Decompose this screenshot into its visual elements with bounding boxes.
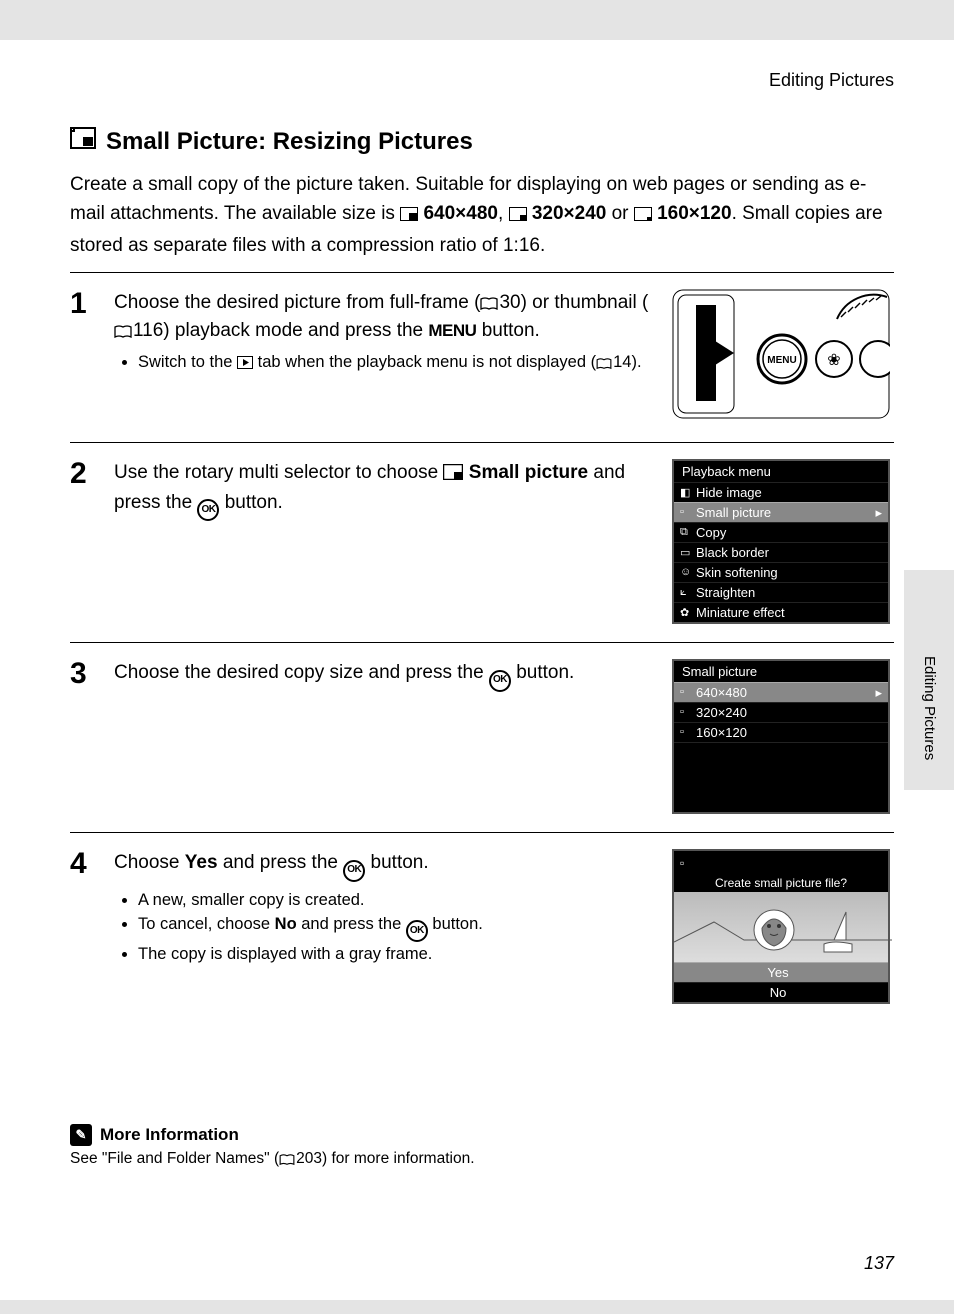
dialog-no: No bbox=[674, 982, 888, 1002]
size-icon-160 bbox=[634, 201, 652, 230]
menu-item: ▭Black border bbox=[674, 542, 888, 562]
step-number: 1 bbox=[70, 289, 98, 424]
size-option: ▫320×240 bbox=[674, 702, 888, 722]
menu-button-text: MENU bbox=[428, 321, 476, 340]
playback-menu-screen: Playback menu ◧Hide image ▫Small picture… bbox=[672, 459, 894, 624]
page: Editing Pictures Small Picture: Resizing… bbox=[0, 40, 954, 1300]
ok-button-icon: OK bbox=[406, 920, 428, 942]
side-tab-label: Editing Pictures bbox=[921, 656, 938, 760]
intro-paragraph: Create a small copy of the picture taken… bbox=[70, 170, 894, 260]
size-option-selected: ▫640×480▸ bbox=[674, 682, 888, 702]
book-icon bbox=[279, 1154, 296, 1166]
book-icon bbox=[596, 358, 613, 370]
step-4: 4 Choose Yes and press the OK button. A … bbox=[70, 843, 894, 1014]
svg-text:❀: ❀ bbox=[827, 352, 840, 369]
ok-button-icon: OK bbox=[343, 860, 365, 882]
step-2-text: Use the rotary multi selector to choose … bbox=[114, 459, 656, 521]
menu-item: ⟀Straighten bbox=[674, 582, 888, 602]
book-icon bbox=[480, 297, 499, 311]
small-picture-icon bbox=[443, 461, 463, 489]
size-menu-screen: Small picture ▫640×480▸ ▫320×240 ▫160×12… bbox=[672, 659, 894, 814]
menu-item: ⧉Copy bbox=[674, 522, 888, 542]
more-info-body: See "File and Folder Names" (203) for mo… bbox=[70, 1150, 894, 1168]
step-3: 3 Choose the desired copy size and press… bbox=[70, 653, 894, 824]
menu-item: ✿Miniature effect bbox=[674, 602, 888, 622]
step-4-bullet: A new, smaller copy is created. bbox=[138, 888, 656, 913]
small-picture-icon bbox=[70, 127, 96, 156]
svg-text:MENU: MENU bbox=[767, 355, 796, 366]
more-info-heading: More Information bbox=[100, 1125, 239, 1145]
book-icon bbox=[114, 325, 133, 339]
small-picture-icon: ▫ bbox=[680, 856, 684, 870]
step-number: 4 bbox=[70, 849, 98, 1004]
confirm-dialog-screen: ▫ Create small picture file? Yes No bbox=[672, 849, 894, 1004]
info-icon: ✎ bbox=[70, 1124, 92, 1146]
divider bbox=[70, 642, 894, 643]
screen-title: Small picture bbox=[674, 661, 888, 682]
more-information: ✎ More Information See "File and Folder … bbox=[70, 1124, 894, 1168]
step-4-bullet: To cancel, choose No and press the OK bu… bbox=[138, 912, 656, 942]
size-icon-640 bbox=[400, 201, 418, 230]
page-title: Small Picture: Resizing Pictures bbox=[70, 127, 894, 156]
step-4-text: Choose Yes and press the OK button. bbox=[114, 849, 656, 881]
sample-image-illustration bbox=[674, 892, 892, 962]
divider bbox=[70, 832, 894, 833]
divider bbox=[70, 272, 894, 273]
play-tab-icon bbox=[237, 352, 253, 377]
ok-button-icon: OK bbox=[197, 499, 219, 521]
size-icon-320 bbox=[509, 201, 527, 230]
step-1-text: Choose the desired picture from full-fra… bbox=[114, 289, 656, 344]
menu-item: ◧Hide image bbox=[674, 482, 888, 502]
step-4-bullet: The copy is displayed with a gray frame. bbox=[138, 942, 656, 967]
page-number: 137 bbox=[864, 1253, 894, 1274]
step-1: 1 Choose the desired picture from full-f… bbox=[70, 283, 894, 434]
step-3-text: Choose the desired copy size and press t… bbox=[114, 659, 656, 691]
step-1-bullet: Switch to the tab when the playback menu… bbox=[138, 350, 656, 377]
step-number: 2 bbox=[70, 459, 98, 624]
title-text: Small Picture: Resizing Pictures bbox=[106, 128, 473, 156]
screen-title: Playback menu bbox=[674, 461, 888, 482]
divider bbox=[70, 442, 894, 443]
menu-item: ☺Skin softening bbox=[674, 562, 888, 582]
dialog-question: Create small picture file? bbox=[674, 874, 888, 892]
step-2: 2 Use the rotary multi selector to choos… bbox=[70, 453, 894, 634]
ok-button-icon: OK bbox=[489, 670, 511, 692]
menu-item-selected: ▫Small picture▸ bbox=[674, 502, 888, 522]
step-number: 3 bbox=[70, 659, 98, 814]
section-header: Editing Pictures bbox=[70, 70, 894, 91]
dialog-yes: Yes bbox=[674, 962, 888, 982]
camera-body-illustration: MENU ❀ bbox=[672, 289, 894, 424]
size-option: ▫160×120 bbox=[674, 722, 888, 742]
